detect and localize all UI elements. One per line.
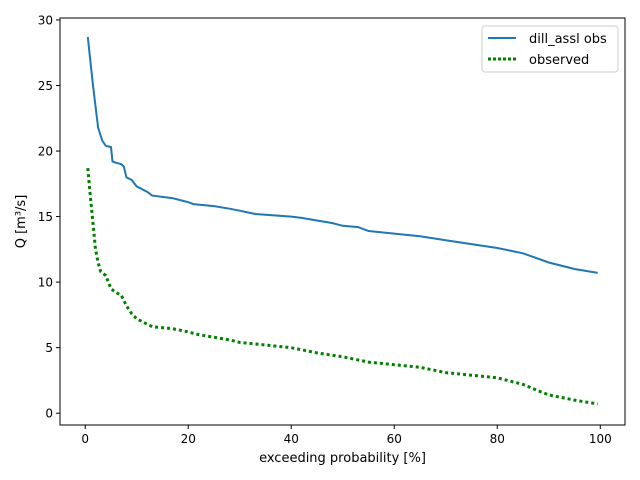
x-tick-label: 20 [181,432,196,446]
y-tick-label: 15 [38,210,53,224]
x-tick-label: 0 [81,432,89,446]
legend-label-dill_assl-obs: dill_assl obs [529,32,607,47]
y-tick-label: 5 [45,341,53,355]
x-tick-label: 100 [589,432,612,446]
x-tick-label: 80 [490,432,505,446]
y-tick-label: 10 [38,276,53,290]
plot-frame [59,17,626,426]
series-line-dill_assl-obs [86,36,598,274]
y-tick-label: 30 [38,13,53,27]
y-tick-label: 20 [38,145,53,159]
y-axis-label: Q [m³/s] [14,195,29,249]
y-tick-label: 0 [45,407,53,421]
x-axis-label: exceeding probability [%] [259,451,426,466]
legend-label-observed: observed [529,53,589,68]
x-tick-label: 40 [284,432,299,446]
series-line-observed [86,167,598,406]
y-tick-label: 25 [38,79,53,93]
x-tick-label: 60 [387,432,402,446]
legend: dill_assl obs observed [481,25,619,73]
